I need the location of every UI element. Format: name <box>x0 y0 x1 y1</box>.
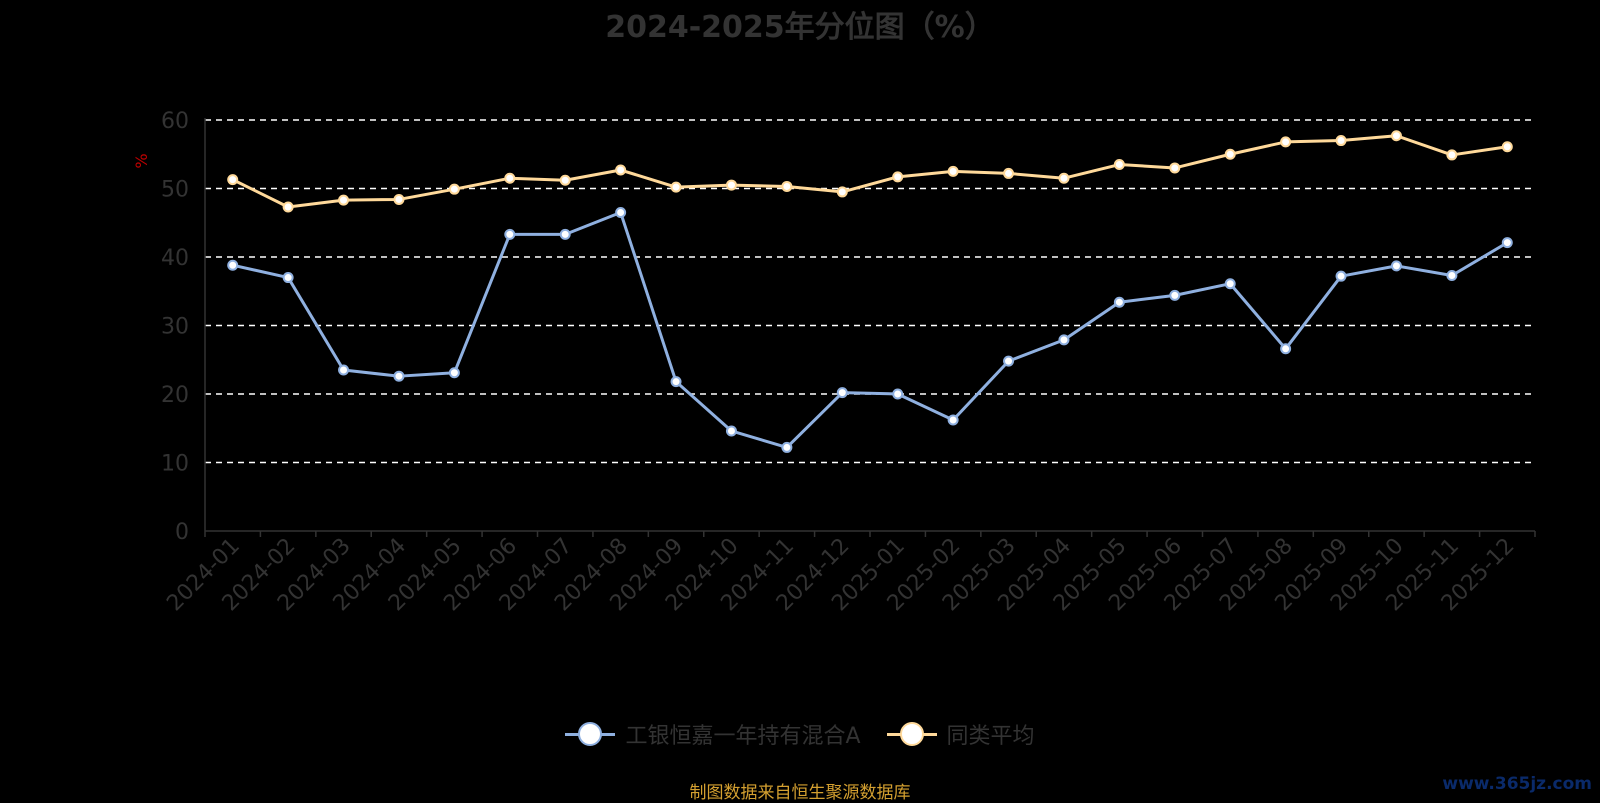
y-tick-label: 30 <box>161 315 189 340</box>
legend-marker-fund-icon <box>565 721 616 747</box>
data-point-1 <box>1446 149 1458 161</box>
y-tick-label: 40 <box>161 246 189 271</box>
data-point-1 <box>1003 167 1015 179</box>
legend-marker-average-icon <box>886 721 937 747</box>
data-point-1 <box>1390 130 1402 142</box>
data-point-1 <box>338 194 350 206</box>
legend-item-category-average[interactable]: 同类平均 <box>886 718 1035 750</box>
data-point-0 <box>393 370 405 382</box>
data-point-1 <box>559 174 571 186</box>
data-point-0 <box>1113 296 1125 308</box>
series-line-1 <box>232 134 1508 209</box>
data-point-0 <box>504 228 516 240</box>
data-point-0 <box>1280 343 1292 355</box>
data-point-1 <box>504 172 516 184</box>
data-point-0 <box>781 441 793 453</box>
data-point-0 <box>338 364 350 376</box>
data-point-1 <box>1113 159 1125 171</box>
data-point-0 <box>947 414 959 426</box>
data-point-0 <box>1501 237 1513 249</box>
legend-label-fund: 工银恒嘉一年持有混合A <box>625 724 861 749</box>
y-tick-label: 10 <box>161 452 189 477</box>
data-point-1 <box>781 180 793 192</box>
chart-title: 2024-2025年分位图（%） <box>605 10 995 45</box>
data-point-1 <box>1335 135 1347 147</box>
data-point-0 <box>1058 334 1070 346</box>
data-point-0 <box>1169 289 1181 301</box>
data-point-1 <box>448 183 460 195</box>
data-point-0 <box>836 387 848 399</box>
data-point-0 <box>559 228 571 240</box>
data-point-0 <box>1335 270 1347 282</box>
data-point-1 <box>1169 162 1181 174</box>
y-axis-label: % <box>132 153 151 168</box>
data-point-0 <box>448 367 460 379</box>
series-line-0 <box>232 210 1509 449</box>
legend: 工银恒嘉一年持有混合A 同类平均 <box>0 718 1600 750</box>
y-tick-label: 60 <box>161 109 189 134</box>
legend-item-fund[interactable]: 工银恒嘉一年持有混合A <box>565 718 861 750</box>
data-point-0 <box>1224 278 1236 290</box>
y-tick-label: 0 <box>175 520 189 545</box>
data-point-0 <box>227 259 239 271</box>
data-point-1 <box>1501 141 1513 153</box>
data-point-1 <box>1058 172 1070 184</box>
data-point-1 <box>836 186 848 198</box>
data-point-1 <box>393 193 405 205</box>
data-point-0 <box>670 376 682 388</box>
data-point-1 <box>1280 136 1292 148</box>
data-point-0 <box>1003 355 1015 367</box>
data-point-1 <box>615 164 627 176</box>
data-point-0 <box>1390 260 1402 272</box>
data-point-1 <box>227 174 239 186</box>
data-source-note: 制图数据来自恒生聚源数据库 <box>689 783 911 803</box>
data-point-0 <box>892 388 904 400</box>
watermark: www.365jz.com <box>1442 774 1592 794</box>
legend-label-average: 同类平均 <box>946 724 1035 749</box>
y-tick-label: 50 <box>161 178 189 203</box>
data-point-0 <box>725 425 737 437</box>
data-point-1 <box>892 171 904 183</box>
data-point-0 <box>615 206 627 218</box>
data-point-1 <box>670 181 682 193</box>
data-point-1 <box>282 201 294 213</box>
data-point-0 <box>1446 269 1458 281</box>
data-point-0 <box>282 272 294 284</box>
data-point-1 <box>1224 148 1236 160</box>
data-point-1 <box>947 165 959 177</box>
data-point-1 <box>725 179 737 191</box>
y-tick-label: 20 <box>161 383 189 408</box>
